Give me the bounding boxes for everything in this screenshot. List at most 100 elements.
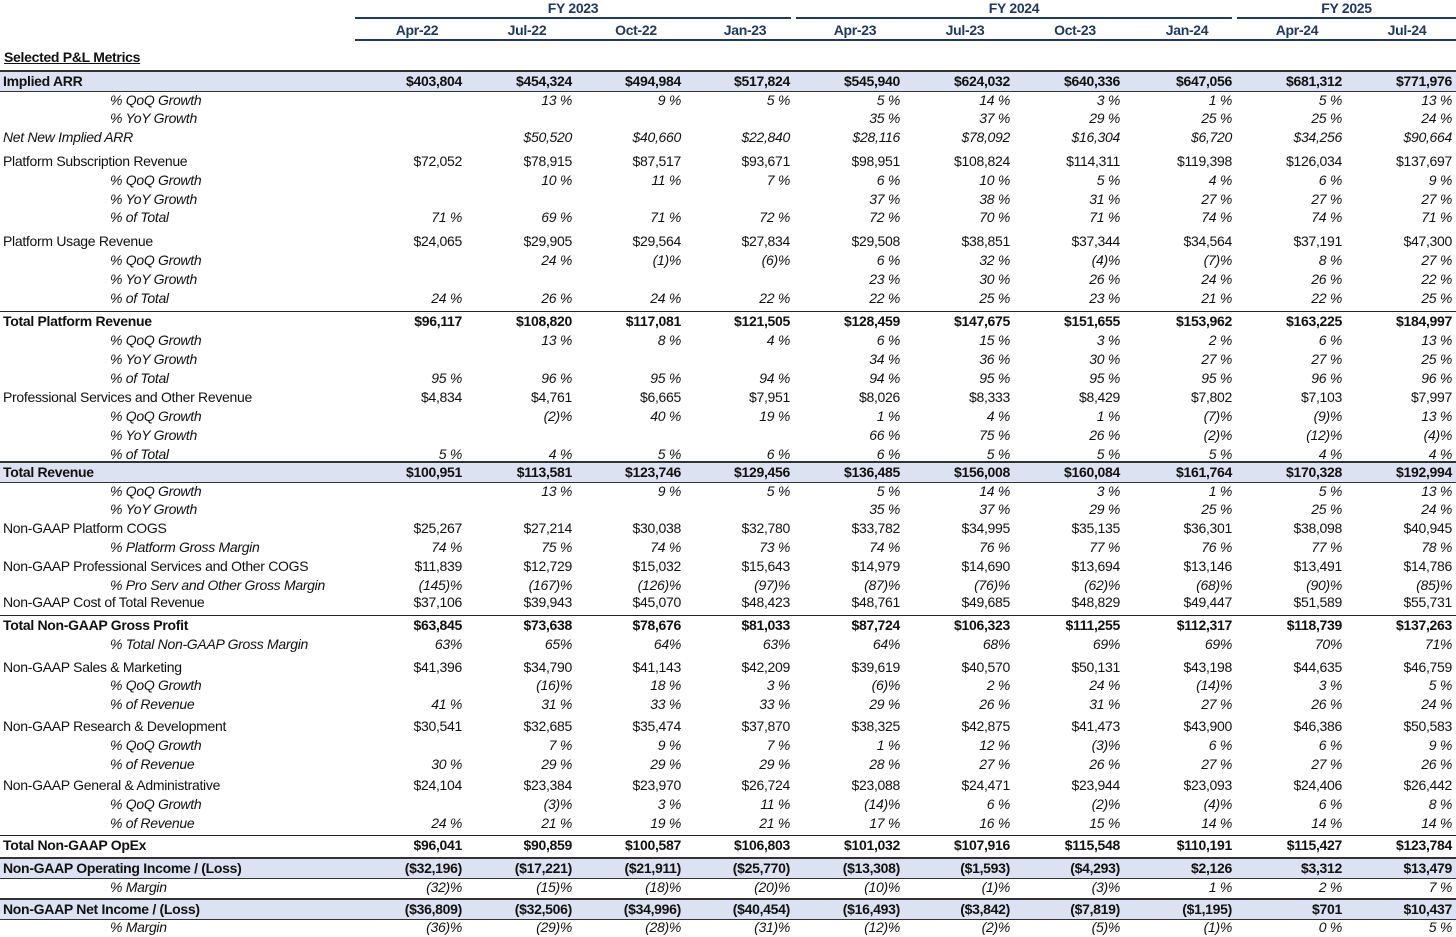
value-cell: 25 % [1421,290,1452,306]
value-cell: 3 % [766,677,791,693]
value-cell: 72 % [759,209,790,225]
value-cell: 33 % [759,696,790,712]
value-cell: $37,870 [741,718,790,734]
value-cell: 63% [762,636,790,652]
value-cell: $8,026 [858,389,900,405]
value-cell: 24 % [1089,677,1120,693]
value-cell: $100,951 [406,464,462,480]
value-cell: 27 % [1201,696,1232,712]
value-cell: (1)% [1203,919,1233,935]
value-cell: 38 % [979,191,1010,207]
value-cell: ($4,293) [1070,860,1120,876]
value-cell: $24,471 [961,777,1010,793]
value-cell: $40,945 [1403,520,1452,536]
value-cell: 35 % [869,501,900,517]
table-row: % QoQ Growth (16)% 18 % 3 % (6)% 2 % 24 % (14)%… [0,676,1456,694]
value-cell: $45,070 [632,594,681,610]
value-cell: $108,824 [954,153,1010,169]
value-cell: 22 % [1311,290,1342,306]
value-cell: $78,676 [632,617,681,633]
value-cell: $545,940 [844,73,900,89]
value-cell: $192,994 [1396,464,1452,480]
value-cell: (4)% [1203,796,1233,812]
value-cell: 25 % [1201,501,1232,517]
value-cell: 37 % [979,501,1010,517]
value-cell: 14 % [1421,815,1452,831]
value-cell: $640,336 [1064,73,1120,89]
value-cell: $87,517 [632,153,681,169]
value-cell: 74 % [650,539,681,555]
value-cell: 29 % [1089,110,1120,126]
value-cell: 76 % [979,539,1010,555]
table-row: Non-GAAP Operating Income / (Loss) ($32,1… [0,857,1456,879]
value-cell: 12 % [979,737,1010,753]
value-cell: 63% [434,636,462,652]
value-cell: $30,038 [632,520,681,536]
row-label: % YoY Growth [110,351,197,367]
value-cell: (76)% [974,577,1010,593]
period-header: Apr-24 [1275,22,1319,38]
table-row: Total Non-GAAP Gross Profit $63,845 $73,63… [0,615,1456,634]
value-cell: 23 % [869,271,900,287]
value-cell: $35,135 [1071,520,1120,536]
value-cell: 6 % [986,796,1011,812]
table-row: Platform Usage Revenue $24,065 $29,905 $29,… [0,232,1456,250]
value-cell: 94 % [869,370,900,386]
value-cell: 6 % [1318,332,1343,348]
value-cell: 25 % [979,290,1010,306]
value-cell: 15 % [979,332,1010,348]
value-cell: 7 % [766,737,791,753]
row-label: % Margin [110,879,167,895]
value-cell: $4,761 [530,389,572,405]
value-cell: 27 % [1201,191,1232,207]
row-label: % QoQ Growth [110,408,202,424]
row-label: Total Platform Revenue [3,313,152,329]
value-cell: $38,325 [851,718,900,734]
value-cell: $23,384 [523,777,572,793]
value-cell: 4 % [1208,172,1233,188]
value-cell: $163,225 [1286,313,1342,329]
value-cell: (6)% [871,677,901,693]
table-row: % YoY Growth 35 % 37 % 29 % 25 % 25 % 24 % [0,500,1456,518]
table-row: Non-GAAP Net Income / (Loss) ($36,809) ($3… [0,898,1456,920]
value-cell: 9 % [657,483,682,499]
value-cell: $26,724 [741,777,790,793]
value-cell: $151,655 [1064,313,1120,329]
table-row: % QoQ Growth (2)% 40 % 19 % 1 % 4 % 1 % (7)% (9)… [0,407,1456,425]
value-cell: $49,685 [961,594,1010,610]
value-cell: $156,008 [954,464,1010,480]
value-cell: 31 % [1089,696,1120,712]
value-cell: $25,267 [413,520,462,536]
row-label: % Margin [110,919,167,935]
value-cell: 14 % [979,92,1010,108]
table-row: Implied ARR $403,804 $454,324 $494,984 $517,… [0,70,1456,92]
value-cell: 74 % [869,539,900,555]
value-cell: (126)% [637,577,682,593]
value-cell: 32 % [979,252,1010,268]
value-cell: $51,589 [1293,594,1342,610]
value-cell: 29 % [541,756,572,772]
value-cell: $41,473 [1071,718,1120,734]
period-header: Jan-23 [723,22,767,38]
value-cell: 13 % [541,92,572,108]
value-cell: $41,143 [632,659,681,675]
value-cell: ($32,196) [404,860,463,876]
value-cell: $100,587 [625,837,681,853]
value-cell: 25 % [1311,501,1342,517]
value-cell: 5 % [1208,446,1233,462]
value-cell: $29,905 [523,233,572,249]
row-label: % of Total [110,370,169,386]
value-cell: $113,581 [516,464,573,480]
value-cell: 29 % [650,756,681,772]
row-label: % Total Non-GAAP Gross Margin [110,636,309,652]
value-cell: $37,344 [1071,233,1120,249]
value-cell: 25 % [1421,351,1452,367]
value-cell: 6 % [1318,172,1343,188]
table-row: % Platform Gross Margin 74 % 75 % 74 % 73 % 7… [0,538,1456,556]
row-label: Non-GAAP General & Administrative [3,777,221,793]
value-cell: (97)% [754,577,790,593]
value-cell: $106,323 [954,617,1010,633]
value-cell: 5 % [986,446,1011,462]
value-cell: 26 % [541,290,572,306]
value-cell: $72,052 [413,153,462,169]
